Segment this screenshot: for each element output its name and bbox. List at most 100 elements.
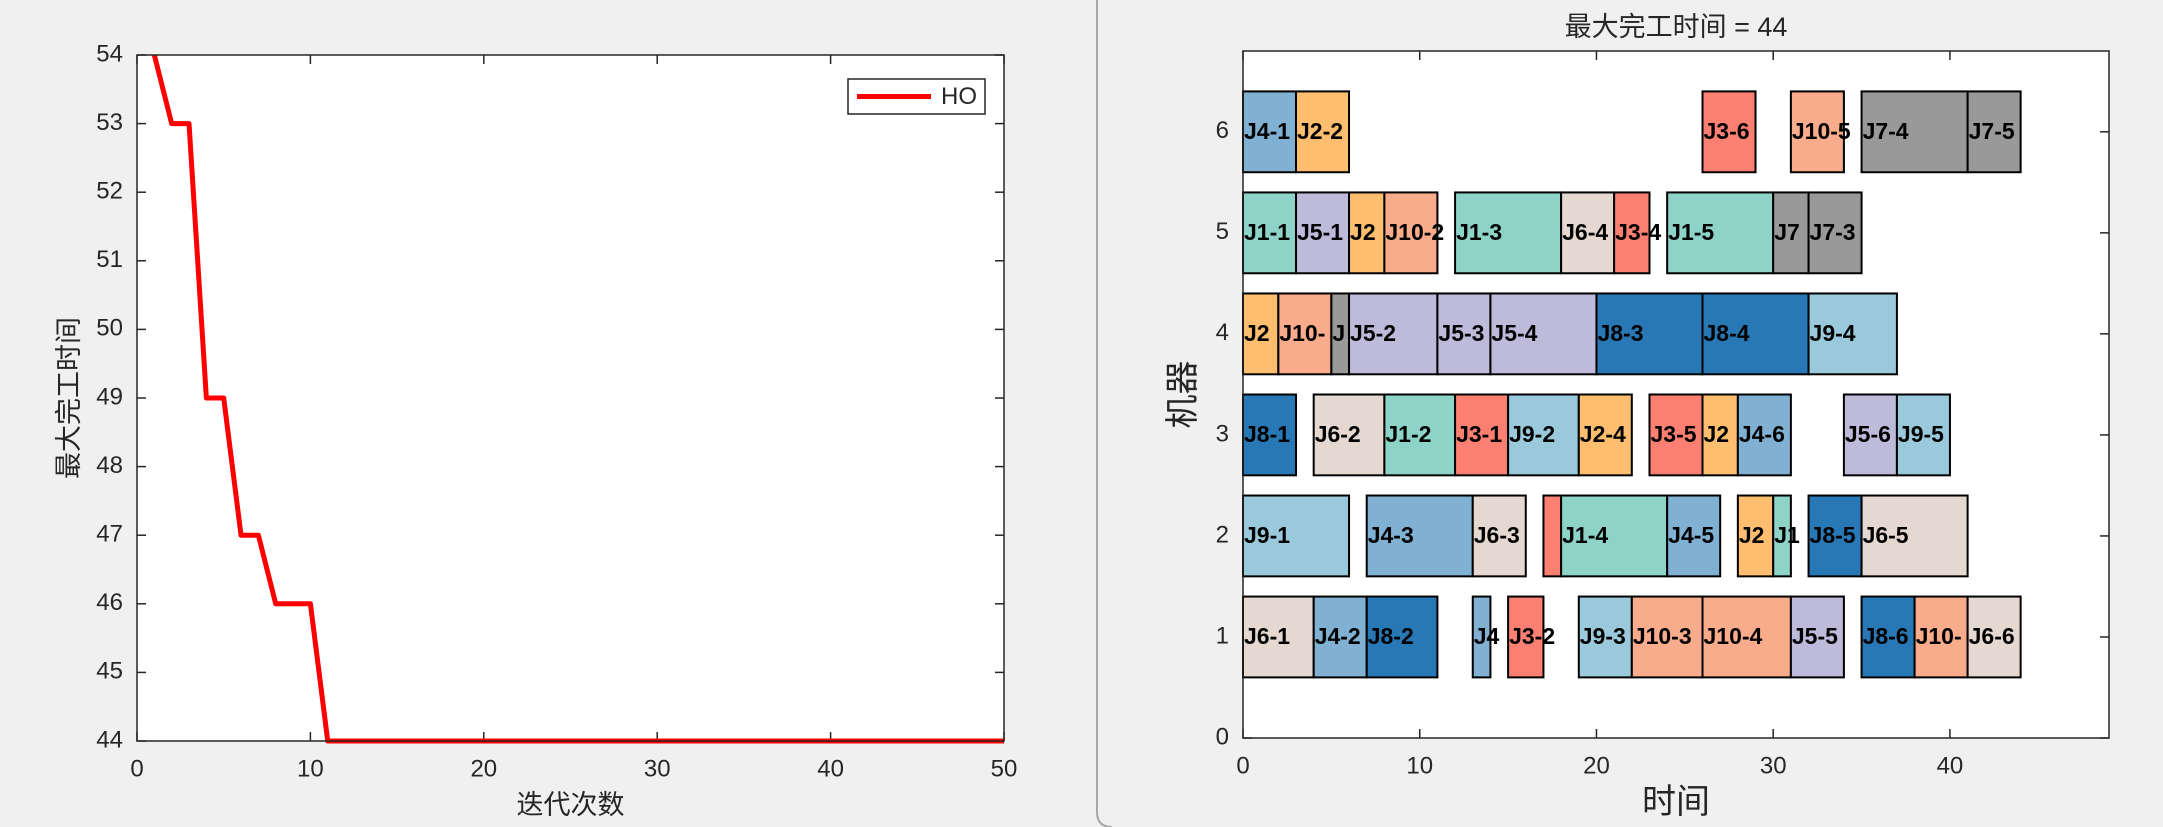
y-tick-label: 2 (1216, 521, 1229, 548)
y-axis-label: 最大完工时间 (54, 317, 84, 479)
task-bar (1736, 393, 1792, 477)
task-bar (1242, 292, 1280, 376)
task-bar (1613, 191, 1651, 275)
task-bar (1666, 494, 1722, 578)
task-label: J2-4 (1580, 421, 1626, 447)
task-label: J6-3 (1474, 522, 1520, 548)
x-tick-label: 30 (644, 755, 671, 782)
task-bar (1789, 595, 1845, 679)
task-bar (1595, 292, 1704, 376)
task-bar (1772, 494, 1792, 578)
task-label: J3-4 (1615, 219, 1661, 245)
task-label: J9-1 (1244, 522, 1290, 548)
task-label: J3-5 (1650, 421, 1696, 447)
y-tick-label: 48 (96, 452, 123, 479)
task-label: J1-4 (1562, 522, 1608, 548)
y-tick-label: 6 (1216, 117, 1229, 144)
task-bar (1383, 191, 1439, 275)
task-label: J10- (1916, 623, 1962, 649)
y-tick-label: 1 (1216, 622, 1229, 649)
y-axis-label: 机器 (1164, 361, 1202, 429)
task-label: J10-4 (1704, 623, 1763, 649)
task-bar (1489, 292, 1598, 376)
task-label: J8-2 (1368, 623, 1414, 649)
task-bar (1842, 393, 1898, 477)
y-tick-label: 47 (96, 521, 123, 548)
y-tick-label: 4 (1216, 319, 1229, 346)
task-label: J7-5 (1969, 118, 2015, 144)
task-bar (1560, 494, 1669, 578)
y-tick-label: 50 (96, 315, 123, 342)
x-axis-label: 迭代次数 (517, 790, 625, 820)
task-bar (1701, 393, 1739, 477)
task-label: J2 (1350, 219, 1376, 245)
x-tick-label: 10 (1406, 752, 1433, 779)
x-tick-label: 40 (1937, 752, 1964, 779)
task-label: J6-6 (1969, 623, 2015, 649)
task-bar (1860, 90, 1969, 174)
task-label: J4-2 (1315, 623, 1361, 649)
task-bar (1542, 494, 1563, 578)
task-label: J4-3 (1368, 522, 1414, 548)
task-bar (1701, 292, 1810, 376)
task-bar (1577, 595, 1633, 679)
x-tick-label: 30 (1760, 752, 1787, 779)
task-bar (1312, 393, 1386, 477)
y-tick-label: 52 (96, 178, 123, 205)
axes-box (1242, 50, 2110, 739)
chart-title: 最大完工时间 = 44 (1565, 12, 1788, 42)
task-bar (1895, 393, 1951, 477)
y-tick-label: 54 (96, 40, 123, 67)
task-label: J3-1 (1456, 421, 1502, 447)
plot-area (137, 55, 1004, 741)
task-bar (1630, 595, 1704, 679)
task-label: J6-4 (1562, 219, 1608, 245)
task-bar (1807, 292, 1898, 376)
y-tick-label: 0 (1216, 723, 1229, 750)
task-label: J9-2 (1509, 421, 1555, 447)
task-bar (1860, 494, 1969, 578)
task-label: J9-3 (1580, 623, 1626, 649)
task-label: J8-1 (1244, 421, 1290, 447)
task-bar (1348, 191, 1386, 275)
task-bar (1560, 191, 1616, 275)
y-tick-label: 51 (96, 246, 123, 273)
y-tick-label: 3 (1216, 420, 1229, 447)
task-bar (1277, 292, 1333, 376)
task-label: J6-2 (1315, 421, 1361, 447)
task-label: J6-1 (1244, 623, 1290, 649)
task-label: J4-6 (1739, 421, 1785, 447)
x-tick-label: 20 (1583, 752, 1610, 779)
y-tick-label: 46 (96, 589, 123, 616)
task-label: J9-5 (1898, 421, 1944, 447)
task-label: J5-4 (1491, 320, 1537, 346)
task-bar (1807, 191, 1863, 275)
task-label: J1-1 (1244, 219, 1290, 245)
task-label: J8-5 (1810, 522, 1856, 548)
task-bar (1701, 595, 1792, 679)
task-label: J4 (1474, 623, 1500, 649)
task-label: J1-2 (1385, 421, 1431, 447)
task-label: J2 (1704, 421, 1730, 447)
x-axis-label: 时间 (1642, 783, 1710, 821)
task-bar (1312, 595, 1368, 679)
task-bar (1789, 90, 1845, 174)
task-label: J10- (1279, 320, 1325, 346)
y-tick-label: 5 (1216, 218, 1229, 245)
y-tick-label: 49 (96, 383, 123, 410)
task-label: J5-5 (1792, 623, 1838, 649)
task-label: J (1332, 320, 1345, 346)
task-bar (1507, 393, 1580, 477)
task-bar (1666, 191, 1775, 275)
task-label: J5-3 (1438, 320, 1484, 346)
task-bar (1966, 595, 2022, 679)
task-bar (1913, 595, 1969, 679)
task-bar (1365, 494, 1474, 578)
task-label: J3-6 (1704, 118, 1750, 144)
task-label: J8-4 (1704, 320, 1750, 346)
task-label: J10-5 (1792, 118, 1851, 144)
x-tick-label: 50 (991, 755, 1018, 782)
task-label: J7-4 (1863, 118, 1909, 144)
task-bar (1577, 393, 1633, 477)
